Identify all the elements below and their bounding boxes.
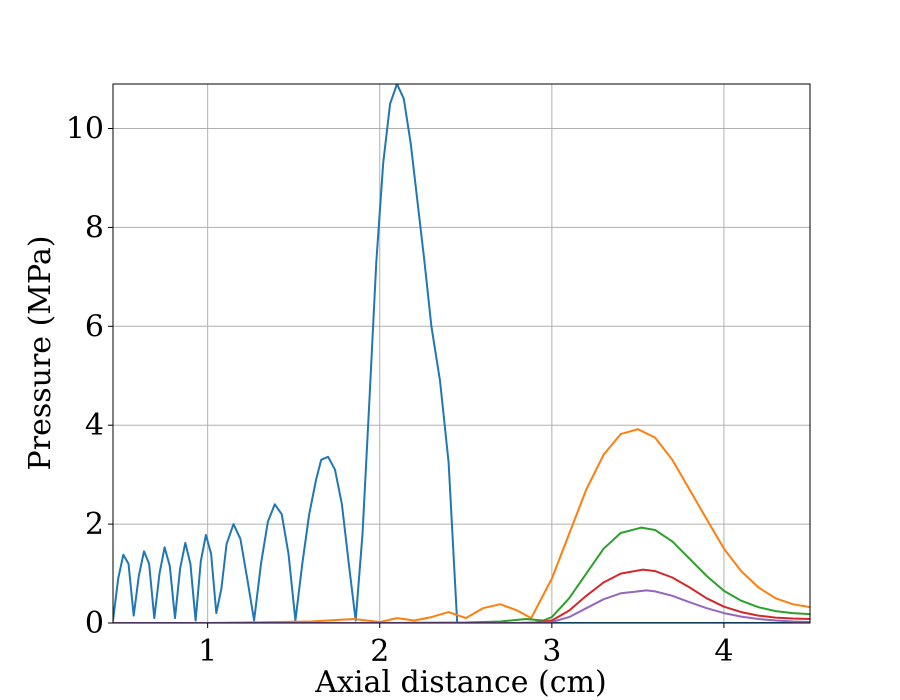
x-tick-label: 2 — [370, 634, 389, 669]
y-axis-label: Pressure (MPa) — [23, 236, 58, 471]
y-tick-label: 0 — [85, 606, 104, 641]
x-tick-label: 1 — [198, 634, 217, 669]
x-axis-ticks: 1 2 3 4 — [198, 623, 733, 669]
x-axis-label: Axial distance (cm) — [314, 665, 606, 700]
series-line-4 — [113, 568, 810, 623]
x-tick-label: 3 — [542, 634, 561, 669]
y-axis-ticks: 0 2 4 6 8 10 — [66, 112, 113, 641]
y-tick-label: 8 — [85, 210, 104, 245]
x-tick-label: 4 — [714, 634, 733, 669]
y-tick-label: 2 — [85, 507, 104, 542]
plot-frame — [112, 83, 811, 624]
series-group — [113, 84, 810, 623]
y-tick-label: 6 — [85, 309, 104, 344]
y-tick-label: 10 — [66, 112, 104, 147]
series-line-2 — [113, 428, 810, 623]
grid — [113, 84, 810, 624]
series-line-1 — [113, 84, 810, 623]
series-line-3 — [113, 526, 810, 623]
y-tick-label: 4 — [85, 408, 104, 443]
